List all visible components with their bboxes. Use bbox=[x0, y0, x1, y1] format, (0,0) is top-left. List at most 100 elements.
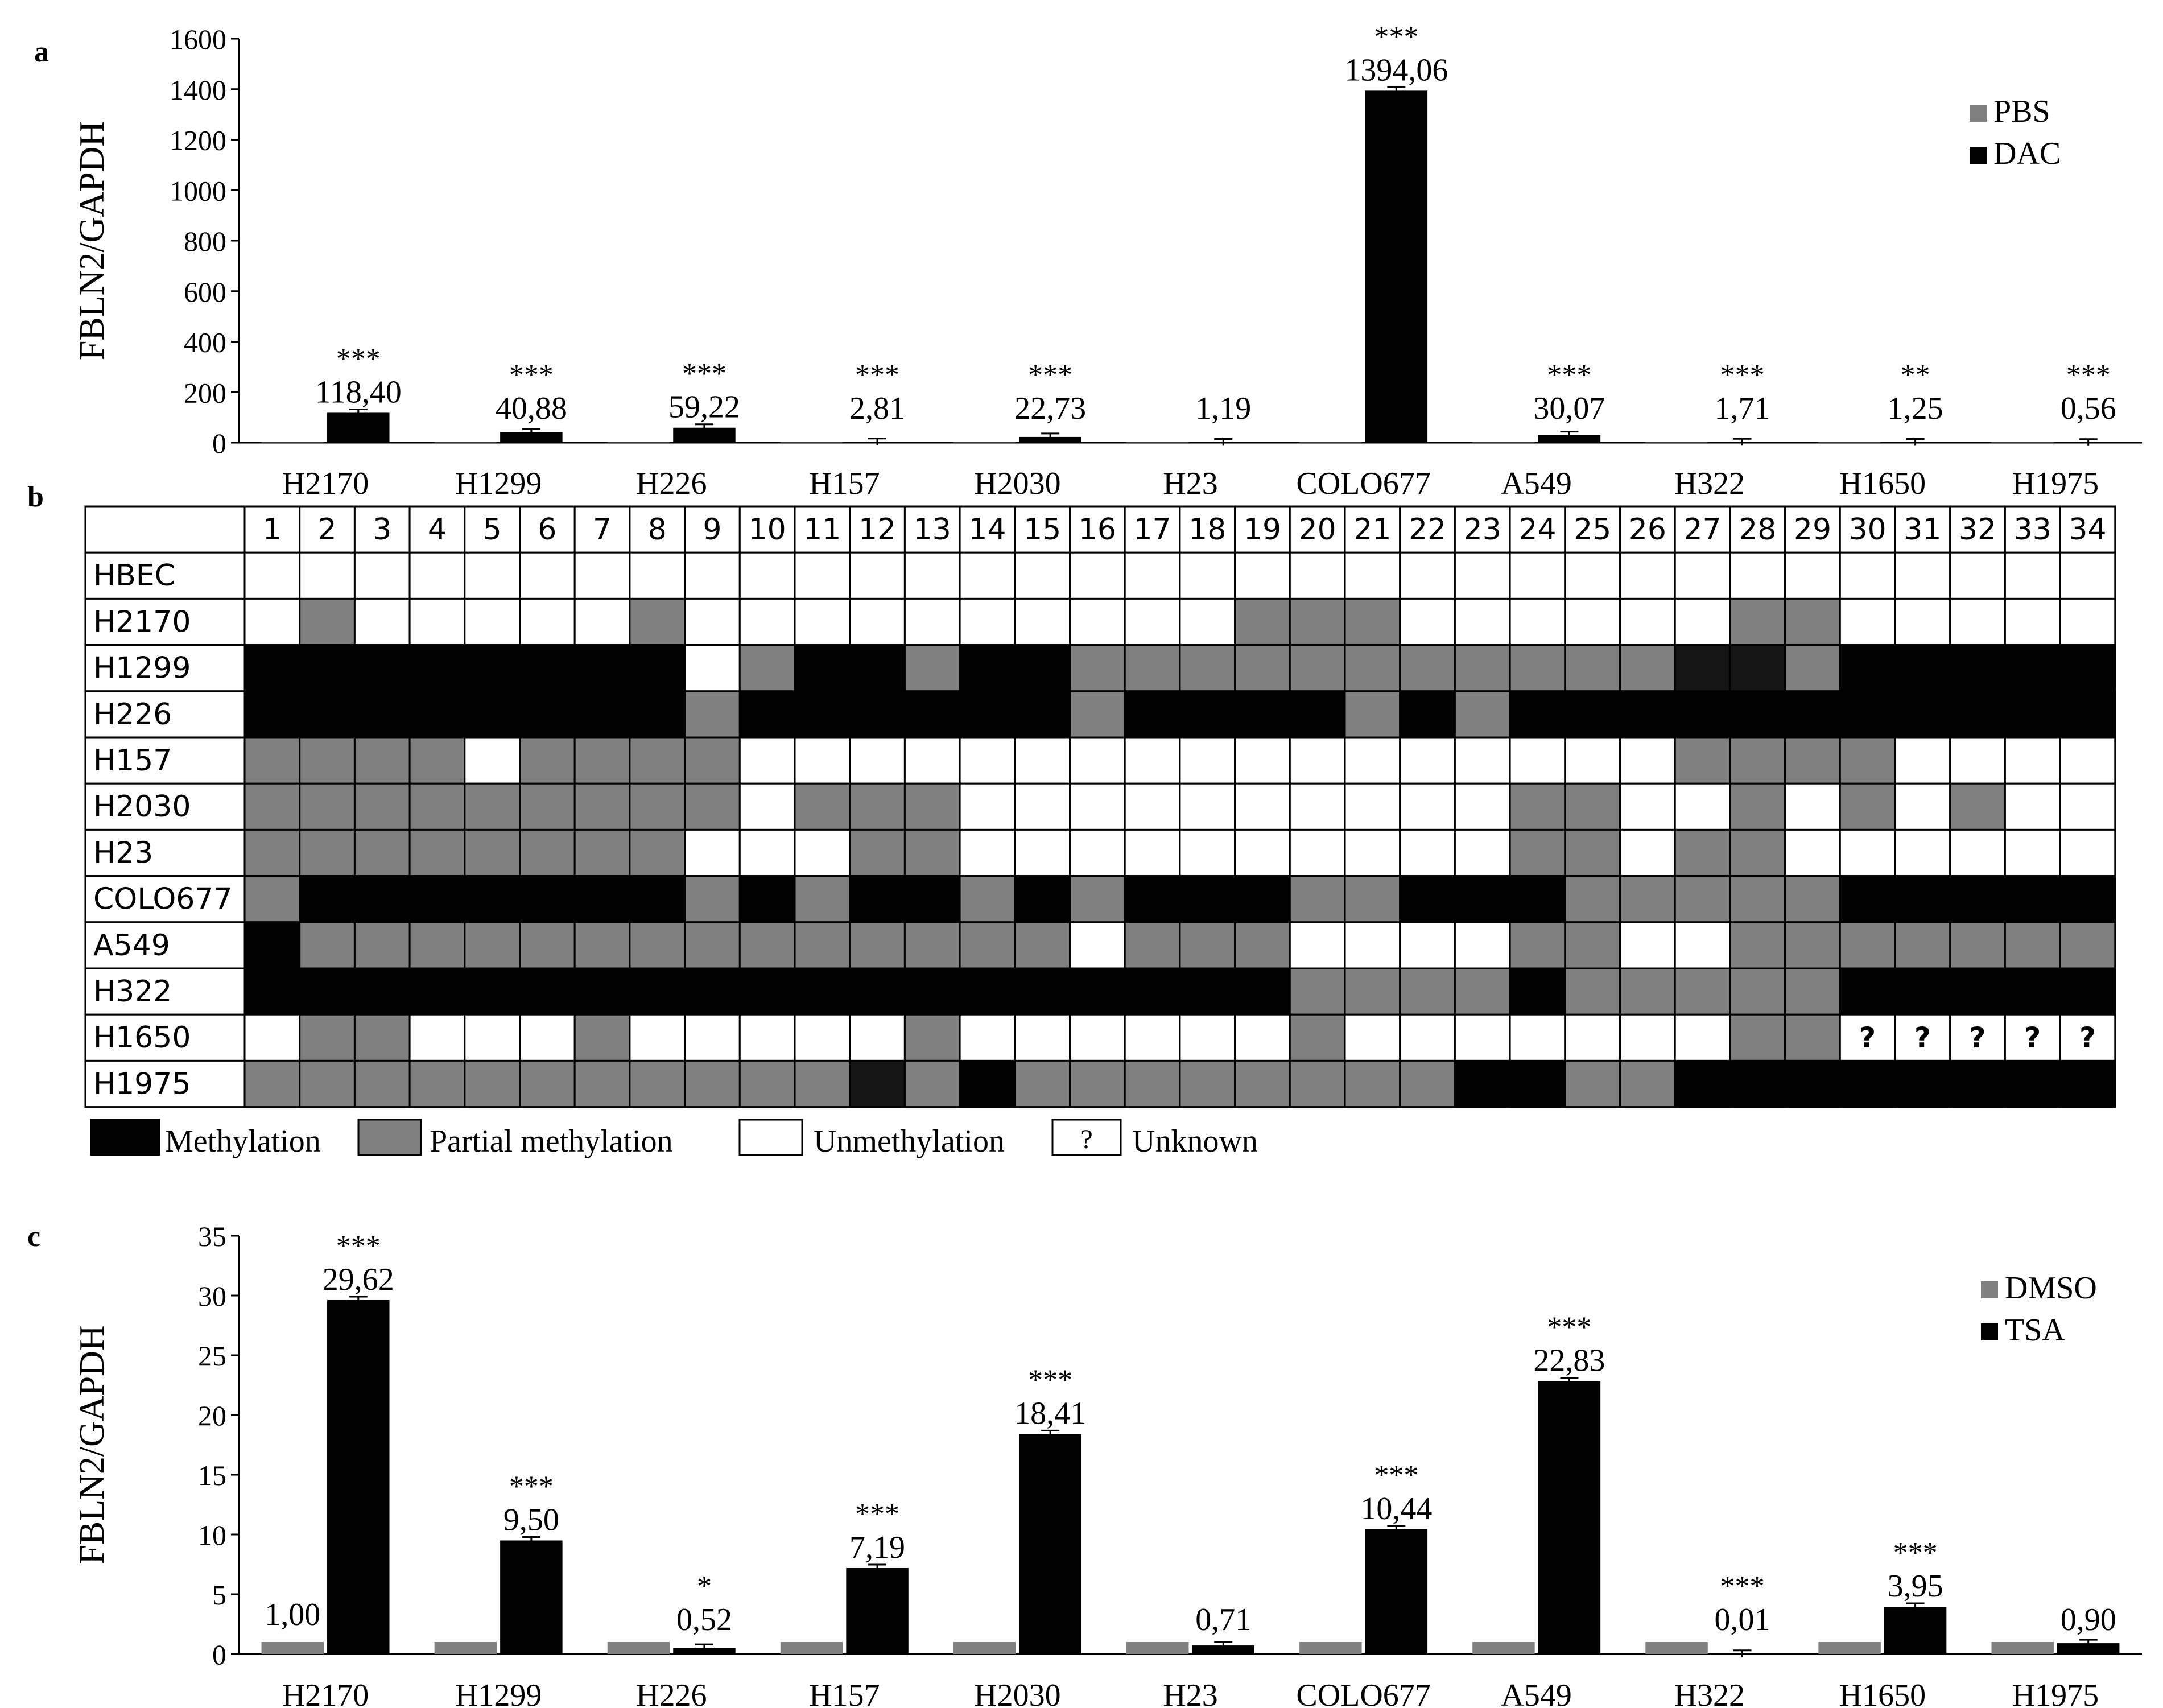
heatmap-cell bbox=[1234, 921, 1291, 969]
heatmap-cell bbox=[1564, 967, 1621, 1016]
significance-label: *** bbox=[855, 1498, 899, 1530]
heatmap-cell bbox=[794, 1059, 851, 1108]
column-header-cell bbox=[903, 505, 961, 554]
column-header-label: 10 bbox=[749, 513, 786, 547]
heatmap-cell bbox=[408, 967, 466, 1016]
heatmap-cell bbox=[1399, 690, 1456, 739]
heatmap-cell bbox=[1674, 782, 1731, 831]
heatmap-cell bbox=[1344, 1013, 1401, 1062]
heatmap-cell bbox=[794, 690, 851, 739]
heatmap-cell bbox=[1454, 690, 1511, 739]
heatmap-cell bbox=[629, 736, 686, 785]
y-tick-label: 200 bbox=[184, 377, 226, 409]
significance-label: *** bbox=[509, 359, 554, 391]
heatmap-cell bbox=[1289, 967, 1346, 1016]
heatmap-cell bbox=[629, 551, 686, 600]
heatmap-cell bbox=[1014, 690, 1071, 739]
column-header-cell bbox=[1234, 505, 1291, 554]
heatmap-cell bbox=[1674, 828, 1731, 877]
column-header-label: 3 bbox=[373, 513, 391, 547]
heatmap-cell bbox=[519, 597, 576, 646]
heatmap-cell bbox=[1729, 782, 1786, 831]
legend-label: PBS bbox=[1993, 94, 2050, 129]
heatmap-cell bbox=[1399, 1013, 1456, 1062]
heatmap-cell bbox=[1619, 597, 1676, 646]
column-header-label: 25 bbox=[1574, 513, 1611, 547]
heatmap-cell bbox=[1289, 644, 1346, 692]
legend-label: DAC bbox=[1993, 136, 2061, 171]
column-header-label: 23 bbox=[1464, 513, 1501, 547]
y-tick-label: 10 bbox=[198, 1519, 226, 1551]
heatmap-cell bbox=[903, 597, 961, 646]
heatmap-cell bbox=[684, 1013, 741, 1062]
heatmap-cell bbox=[299, 875, 356, 923]
data-label: 59,22 bbox=[668, 390, 740, 425]
heatmap-cell bbox=[1949, 921, 2006, 969]
heatmap-cell bbox=[2059, 967, 2116, 1016]
heatmap-cell bbox=[1179, 921, 1236, 969]
heatmap-cell bbox=[2004, 782, 2061, 831]
heatmap-cell bbox=[1399, 828, 1456, 877]
heatmap-cell bbox=[2059, 875, 2116, 923]
heatmap-cell bbox=[1454, 551, 1511, 600]
column-header-cell bbox=[1069, 505, 1126, 554]
heatmap-cell bbox=[629, 828, 686, 877]
heatmap-cell bbox=[1619, 875, 1676, 923]
heatmap-cell bbox=[1289, 875, 1346, 923]
heatmap-cell bbox=[684, 1059, 741, 1108]
significance-label: *** bbox=[1720, 359, 1765, 391]
heatmap-cell bbox=[573, 1013, 631, 1062]
heatmap-cell bbox=[1454, 828, 1511, 877]
cell-note-mark: ? bbox=[646, 654, 658, 684]
heatmap-cell bbox=[2004, 828, 2061, 877]
row-header-label: HBEC bbox=[93, 559, 175, 593]
heatmap-cell bbox=[1069, 782, 1126, 831]
x-tick-label: H2170 bbox=[282, 466, 369, 501]
heatmap-cell bbox=[353, 644, 411, 692]
bar-dmso bbox=[1299, 1642, 1362, 1654]
x-tick-label: H23 bbox=[1163, 1678, 1217, 1708]
heatmap-cell bbox=[299, 597, 356, 646]
heatmap-cell bbox=[1399, 551, 1456, 600]
heatmap-cell bbox=[299, 1013, 356, 1062]
heatmap-cell bbox=[573, 1059, 631, 1108]
bar-dac bbox=[1538, 435, 1601, 443]
column-header-cell bbox=[1949, 505, 2006, 554]
heatmap-cell bbox=[1179, 782, 1236, 831]
heatmap-cell bbox=[1289, 828, 1346, 877]
column-header-cell bbox=[738, 505, 796, 554]
data-label: 30,07 bbox=[1533, 391, 1605, 426]
column-header-cell bbox=[684, 505, 741, 554]
significance-label: *** bbox=[1374, 20, 1418, 53]
heatmap-cell bbox=[1509, 736, 1566, 785]
heatmap-cell bbox=[1344, 782, 1401, 831]
heatmap-cell bbox=[1509, 644, 1566, 692]
heatmap-cell bbox=[299, 782, 356, 831]
heatmap-cell bbox=[299, 921, 356, 969]
heatmap-cell bbox=[903, 782, 961, 831]
heatmap-cell bbox=[1564, 782, 1621, 831]
heatmap-cell bbox=[2059, 597, 2116, 646]
heatmap-cell bbox=[464, 597, 521, 646]
heatmap-cell bbox=[1399, 597, 1456, 646]
significance-label: *** bbox=[1893, 1537, 1938, 1569]
heatmap-cell bbox=[1674, 1013, 1731, 1062]
heatmap-cell bbox=[1179, 828, 1236, 877]
column-header-cell bbox=[2004, 505, 2061, 554]
heatmap-cell bbox=[849, 875, 906, 923]
unknown-mark: ? bbox=[1970, 1021, 1986, 1054]
heatmap-cell bbox=[1509, 551, 1566, 600]
heatmap-cell bbox=[1124, 690, 1181, 739]
heatmap-cell bbox=[1234, 551, 1291, 600]
column-header-cell bbox=[1894, 505, 1951, 554]
legend-symbol: ? bbox=[1080, 1124, 1092, 1154]
data-label: 40,88 bbox=[496, 391, 567, 426]
heatmap-cell bbox=[519, 828, 576, 877]
y-tick-label: 0 bbox=[212, 427, 226, 459]
heatmap-cell bbox=[959, 875, 1016, 923]
row-header-label: H322 bbox=[93, 975, 172, 1009]
bar-dac bbox=[327, 412, 390, 443]
data-label: 9,50 bbox=[503, 1503, 559, 1538]
heatmap-cell bbox=[1784, 1013, 1841, 1062]
heatmap-cell bbox=[1839, 921, 1896, 969]
